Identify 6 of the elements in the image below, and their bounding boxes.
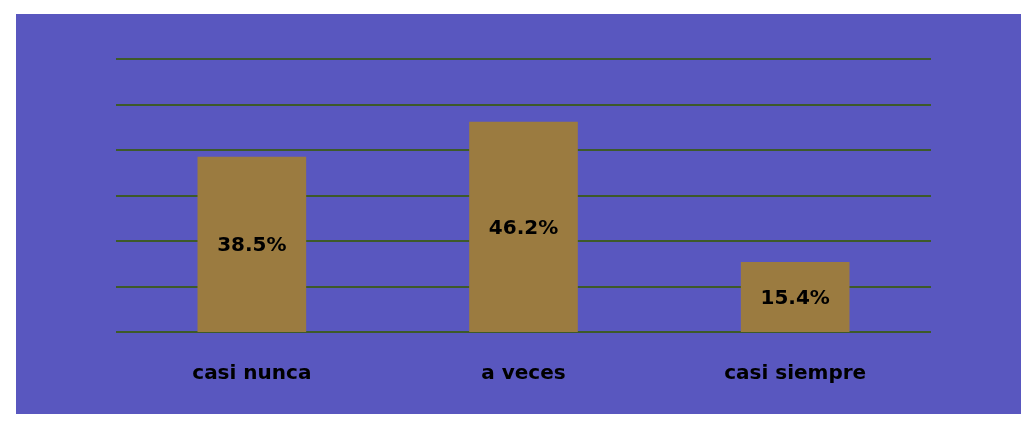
data-label: 15.4% — [760, 284, 830, 309]
data-label: 38.5% — [217, 232, 287, 257]
x-tick-label: a veces — [481, 360, 566, 384]
x-tick-label: casi siempre — [724, 360, 867, 384]
data-label: 46.2% — [488, 214, 559, 239]
x-tick-label: casi nunca — [192, 360, 312, 384]
